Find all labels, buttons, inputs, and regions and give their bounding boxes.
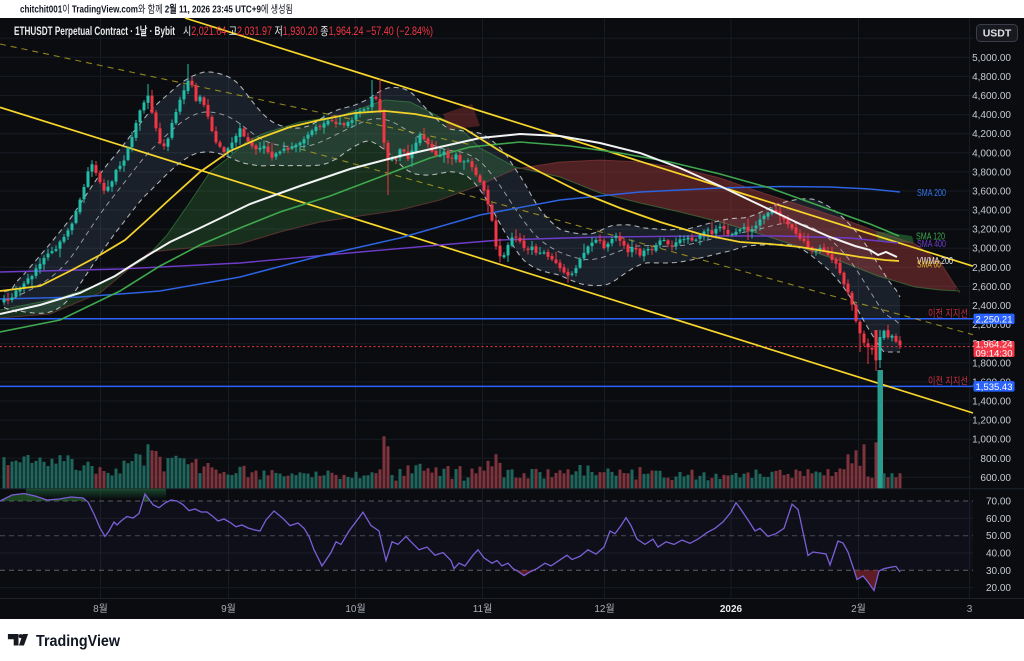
svg-text:600.00: 600.00 [980, 473, 1011, 484]
svg-text:5,000.00: 5,000.00 [972, 53, 1011, 64]
svg-text:VWMA 200: VWMA 200 [917, 256, 953, 267]
svg-text:이전 지지선: 이전 지지선 [928, 308, 968, 320]
svg-text:70.00: 70.00 [986, 497, 1011, 508]
svg-text:20.00: 20.00 [986, 583, 1011, 594]
svg-text:8월: 8월 [93, 603, 108, 615]
svg-text:2026: 2026 [720, 604, 743, 615]
svg-text:ETHUSDT Perpetual Contract · 1: ETHUSDT Perpetual Contract · 1날 · Bybit [14, 24, 175, 38]
svg-text:SMA 120: SMA 120 [916, 232, 945, 243]
svg-text:800.00: 800.00 [980, 454, 1011, 465]
svg-text:11월: 11월 [473, 603, 493, 615]
svg-text:2,800.00: 2,800.00 [972, 263, 1011, 274]
svg-text:60.00: 60.00 [986, 514, 1011, 525]
svg-text:10월: 10월 [345, 603, 365, 615]
svg-text:3,400.00: 3,400.00 [972, 206, 1011, 217]
svg-text:이전 지지선: 이전 지지선 [928, 376, 968, 388]
svg-text:40.00: 40.00 [986, 549, 1011, 560]
svg-text:3,000.00: 3,000.00 [972, 244, 1011, 255]
svg-text:4,600.00: 4,600.00 [972, 91, 1011, 102]
svg-text:30.00: 30.00 [986, 566, 1011, 577]
svg-text:chitchit001이 TradingView.com와: chitchit001이 TradingView.com와 함께 2월 11, … [20, 3, 293, 16]
svg-text:12월: 12월 [594, 603, 614, 615]
svg-text:시2,021.64 고2,031.97 저1,930.20: 시2,021.64 고2,031.97 저1,930.20 종1,964.24 … [183, 25, 433, 38]
svg-text:4,200.00: 4,200.00 [972, 129, 1011, 140]
svg-text:9월: 9월 [221, 603, 236, 615]
svg-text:4,800.00: 4,800.00 [972, 72, 1011, 83]
svg-text:2,400.00: 2,400.00 [972, 301, 1011, 312]
svg-text:3: 3 [967, 604, 973, 615]
svg-text:3,800.00: 3,800.00 [972, 167, 1011, 178]
svg-text:2,600.00: 2,600.00 [972, 282, 1011, 293]
svg-text:SMA 400: SMA 400 [917, 239, 946, 250]
svg-text:USDT: USDT [983, 28, 1012, 40]
svg-text:3,200.00: 3,200.00 [972, 225, 1011, 236]
svg-text:SMA 60: SMA 60 [917, 260, 941, 271]
svg-text:50.00: 50.00 [986, 531, 1011, 542]
svg-text:09:14:30: 09:14:30 [976, 349, 1013, 360]
svg-text:1,964.24: 1,964.24 [976, 340, 1013, 351]
svg-text:4,000.00: 4,000.00 [972, 148, 1011, 159]
svg-text:1,400.00: 1,400.00 [972, 397, 1011, 408]
svg-text:4,400.00: 4,400.00 [972, 110, 1011, 121]
svg-text:2월: 2월 [851, 603, 866, 615]
svg-text:2,250.21: 2,250.21 [976, 314, 1013, 325]
svg-text:3,600.00: 3,600.00 [972, 187, 1011, 198]
svg-text:1,800.00: 1,800.00 [972, 358, 1011, 369]
svg-text:2,200.00: 2,200.00 [972, 320, 1011, 331]
svg-text:1,200.00: 1,200.00 [972, 416, 1011, 427]
svg-text:SMA 200: SMA 200 [917, 188, 946, 199]
svg-text:1,000.00: 1,000.00 [972, 435, 1011, 446]
svg-text:1,535.43: 1,535.43 [976, 382, 1013, 393]
svg-text:TradingView: TradingView [36, 633, 120, 650]
